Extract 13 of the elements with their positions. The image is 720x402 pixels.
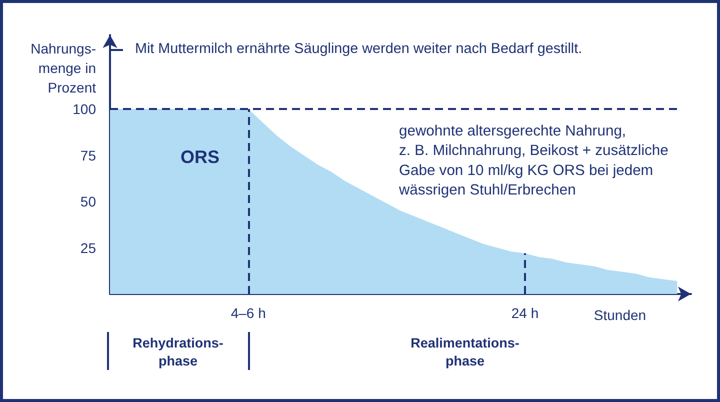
y-tick-label: 25: [80, 240, 96, 256]
y-tick-label: 75: [80, 147, 96, 164]
y-axis-title: Nahrungs- menge in Prozent: [30, 40, 96, 96]
x-tick-label: 4–6 h: [230, 305, 266, 321]
x-axis-title: Stunden: [594, 307, 646, 323]
annotation: ORS: [180, 147, 220, 167]
y-tick-label: 100: [72, 101, 96, 117]
annotation: gewohnte altersgerechte Nahrung, z. B. Milchnahrung, Beikost + zusätzliche Gabe von 10 ml/kg KG ORS bei jedem wässrigen Stuhl/Erbrechen: [398, 123, 668, 199]
text: Realimentations- phase: [410, 336, 520, 368]
x-tick-label: 24 h: [511, 305, 539, 321]
annotation: Mit Muttermilch ernährte Säuglinge werden weiter nach Bedarf gestillt.: [135, 41, 582, 57]
text: Rehydrations- phase: [132, 336, 224, 368]
y-tick-label: 50: [80, 194, 96, 210]
